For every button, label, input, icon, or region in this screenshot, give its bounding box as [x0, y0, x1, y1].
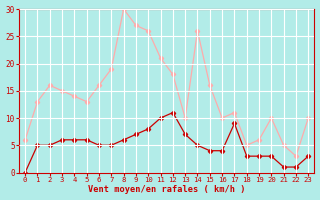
X-axis label: Vent moyen/en rafales ( km/h ): Vent moyen/en rafales ( km/h )	[88, 185, 245, 194]
